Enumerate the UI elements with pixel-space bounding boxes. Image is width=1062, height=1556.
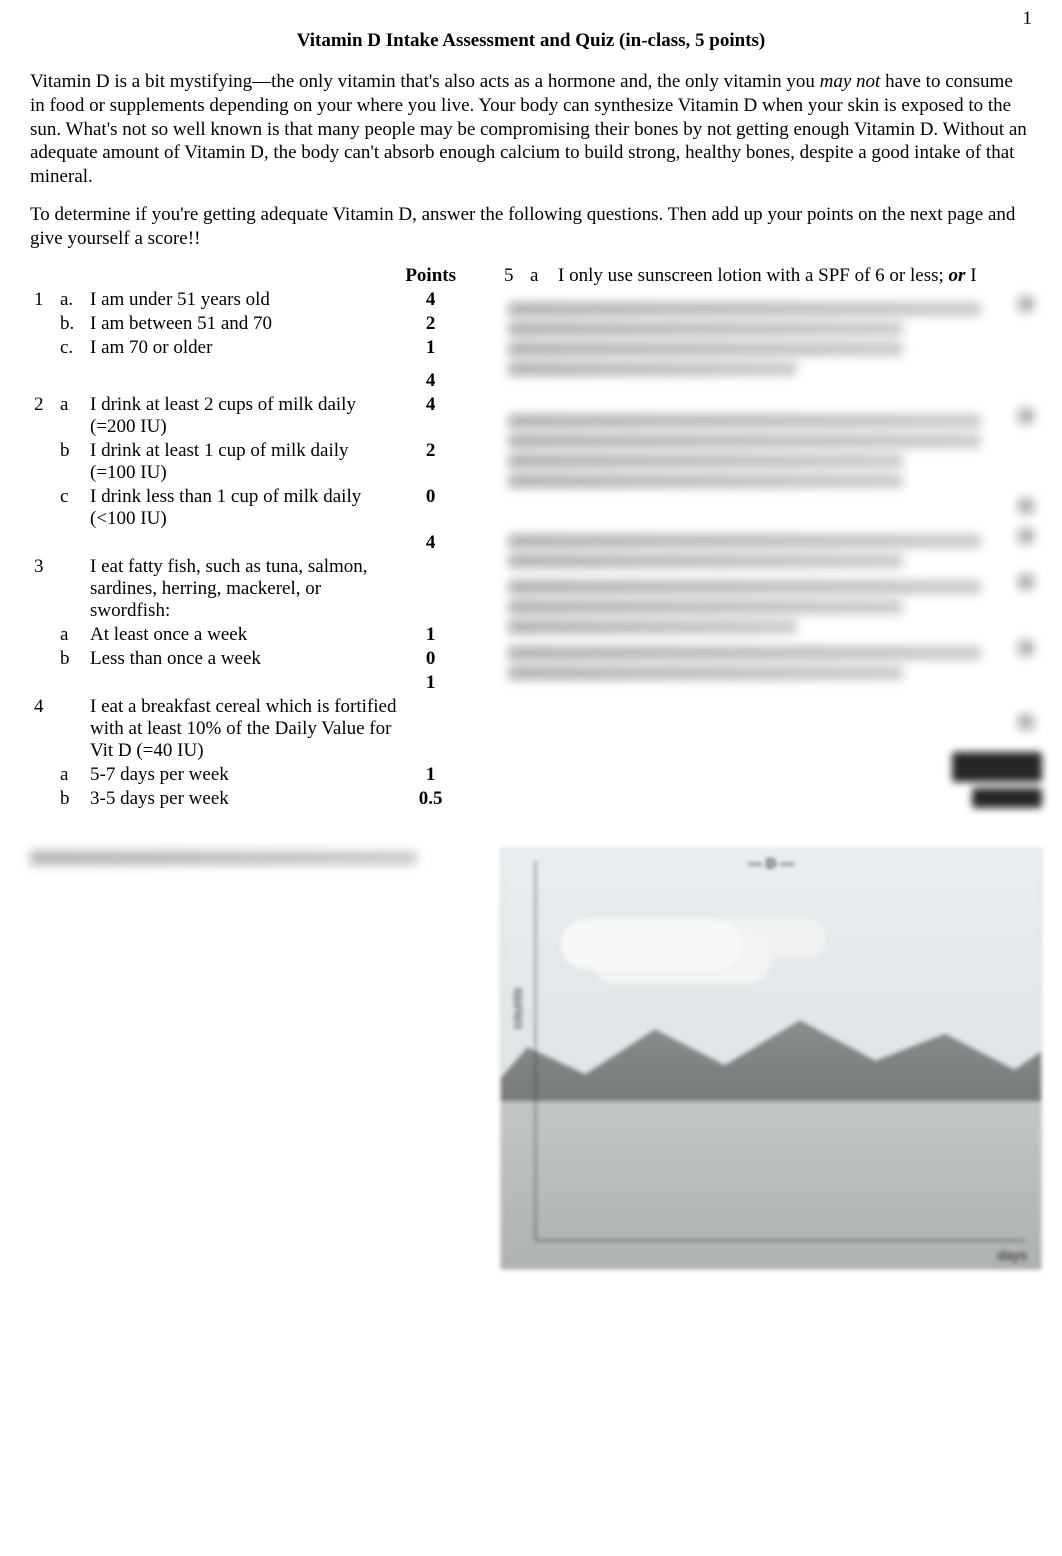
question-number: 2	[30, 393, 56, 439]
option-text: Less than once a week	[86, 647, 401, 671]
table-row: 3 I eat fatty fish, such as tuna, salmon…	[30, 555, 460, 623]
points-header: Points	[401, 264, 460, 288]
option-text: 5-7 days per week	[86, 763, 401, 787]
question-columns: Points 1 a. I am under 51 years old 4 b.…	[30, 264, 1032, 1270]
option-text: I drink at least 1 cup of milk daily (=1…	[86, 439, 401, 485]
option-letter: a	[56, 623, 86, 647]
redacted-block	[500, 292, 1042, 386]
option-points: 4	[401, 393, 460, 439]
option-text: I am under 51 years old	[86, 288, 401, 312]
trailing-points: 4	[401, 360, 460, 393]
option-letter: c	[56, 485, 86, 531]
trailing-points: 1	[401, 671, 460, 695]
table-row: 1	[30, 671, 460, 695]
option-letter: a	[526, 264, 554, 288]
table-row: 4	[30, 360, 460, 393]
preview-x-axis-label: days	[997, 1247, 1027, 1263]
question-number: 4	[30, 695, 56, 763]
option-points: 4	[401, 288, 460, 312]
question-number: 5	[500, 264, 526, 288]
option-points: 1	[401, 623, 460, 647]
question-intro: I eat fatty fish, such as tuna, salmon, …	[86, 555, 401, 623]
question-number: 1	[30, 288, 56, 312]
redacted-block	[500, 524, 1042, 690]
option-text: I am 70 or older	[86, 336, 401, 360]
redacted-chart-preview: counts — D — days	[500, 848, 1042, 1270]
table-row: a At least once a week 1	[30, 623, 460, 647]
option-text: I drink at least 2 cups of milk daily (=…	[86, 393, 401, 439]
option-letter: b.	[56, 312, 86, 336]
option-text: I am between 51 and 70	[86, 312, 401, 336]
table-row: a 5-7 days per week 1	[30, 763, 460, 787]
table-row: b Less than once a week 0	[30, 647, 460, 671]
option-text: I only use sunscreen lotion with a SPF o…	[554, 264, 994, 288]
table-row: 4 I eat a breakfast cereal which is fort…	[30, 695, 460, 763]
option-text-suffix: I	[965, 265, 976, 286]
questionnaire-table: Points 1 a. I am under 51 years old 4 b.…	[30, 264, 460, 811]
option-points: 1	[401, 336, 460, 360]
redacted-block	[500, 404, 1042, 498]
option-letter: b	[56, 439, 86, 485]
table-row: 2 a I drink at least 2 cups of milk dail…	[30, 393, 460, 439]
option-points: 2	[401, 439, 460, 485]
trailing-points: 4	[401, 531, 460, 555]
option-text: I drink less than 1 cup of milk daily (<…	[86, 485, 401, 531]
table-row: b. I am between 51 and 70 2	[30, 312, 460, 336]
option-text-prefix: I only use sunscreen lotion with a SPF o…	[558, 265, 949, 286]
option-text: At least once a week	[86, 623, 401, 647]
instructions-paragraph: To determine if you're getting adequate …	[30, 203, 1032, 251]
table-row: 4	[30, 531, 460, 555]
option-letter: b	[56, 787, 86, 811]
option-points: 0	[401, 647, 460, 671]
question-intro: I eat a breakfast cereal which is fortif…	[86, 695, 401, 763]
option-text-emphasis: or	[949, 265, 966, 286]
table-row: 1 a. I am under 51 years old 4	[30, 288, 460, 312]
option-points: 2	[401, 312, 460, 336]
left-column: Points 1 a. I am under 51 years old 4 b.…	[30, 264, 460, 1270]
right-column: 5 a I only use sunscreen lotion with a S…	[500, 264, 1042, 1270]
page-number: 1	[1023, 8, 1033, 30]
option-points: 0	[401, 485, 460, 531]
option-letter: b	[56, 647, 86, 671]
option-points: 0.5	[401, 787, 460, 811]
preview-title-label: — D —	[748, 855, 794, 871]
table-row: c I drink less than 1 cup of milk daily …	[30, 485, 460, 531]
redacted-block	[500, 710, 1042, 728]
option-letter: a	[56, 393, 86, 439]
preview-y-axis-label: counts	[509, 988, 525, 1029]
option-text: 3-5 days per week	[86, 787, 401, 811]
page: 1 Vitamin D Intake Assessment and Quiz (…	[0, 0, 1062, 1556]
redacted-badge-group	[500, 752, 1042, 808]
table-row: c. I am 70 or older 1	[30, 336, 460, 360]
table-row: b I drink at least 1 cup of milk daily (…	[30, 439, 460, 485]
question-number: 3	[30, 555, 56, 623]
intro-paragraph: Vitamin D is a bit mystifying—the only v…	[30, 70, 1032, 189]
option-points: 1	[401, 763, 460, 787]
option-letter: a.	[56, 288, 86, 312]
table-row: b 3-5 days per week 0.5	[30, 787, 460, 811]
right-question-table: 5 a I only use sunscreen lotion with a S…	[500, 264, 1042, 288]
option-letter: c.	[56, 336, 86, 360]
table-row: 5 a I only use sunscreen lotion with a S…	[500, 264, 1042, 288]
redacted-footer-line	[30, 851, 460, 869]
option-letter: a	[56, 763, 86, 787]
document-title: Vitamin D Intake Assessment and Quiz (in…	[30, 30, 1032, 52]
